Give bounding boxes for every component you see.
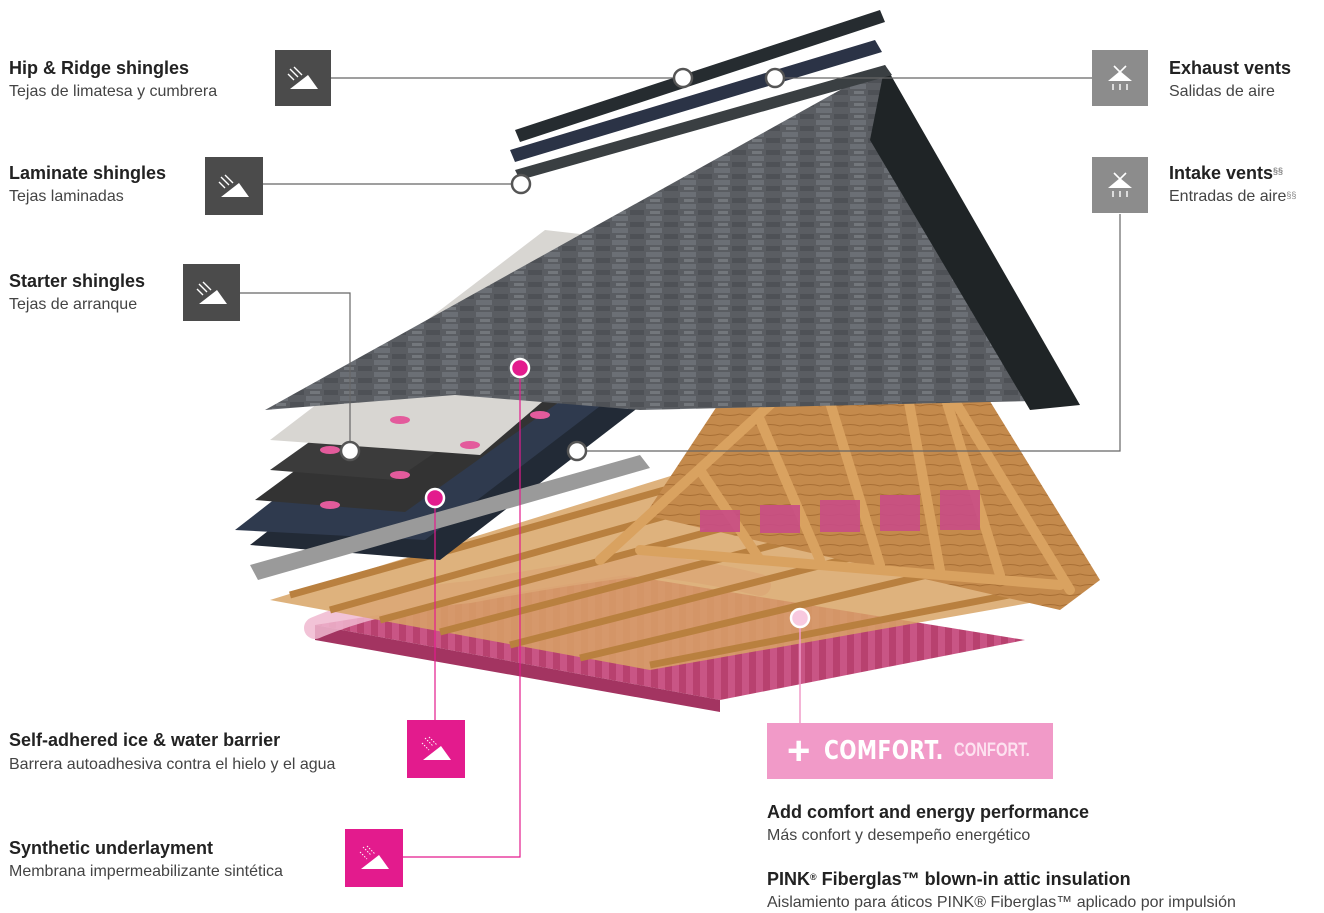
- intake-subtitle: Entradas de aire§§: [1169, 188, 1297, 205]
- ice-water-title: Self-adhered ice & water barrier: [9, 730, 281, 750]
- hip-ridge-title: Hip & Ridge shingles: [9, 58, 190, 78]
- barrier-rain-icon: [407, 720, 465, 778]
- comfort-label-es: CONFORT.: [953, 740, 1030, 761]
- comfort-heading: Add comfort and energy performance: [767, 802, 1090, 822]
- underlayment-title: Synthetic underlayment: [9, 838, 214, 858]
- barrier-rain-icon: [345, 829, 403, 887]
- comfort-heading-es: Más confort y desempeño energético: [767, 827, 1031, 844]
- comfort-banner: + COMFORT. CONFORT.: [767, 723, 1053, 779]
- product-subtitle-es: Aislamiento para áticos PINK® Fiberglas™…: [767, 894, 1236, 911]
- starter-subtitle: Tejas de arranque: [9, 296, 138, 313]
- shingle-wind-icon: [183, 264, 240, 321]
- shingle-wind-icon: [205, 157, 263, 215]
- product-title: PINK® Fiberglas™ blown-in attic insulati…: [767, 869, 1131, 889]
- starter-title: Starter shingles: [9, 271, 146, 291]
- vent-airflow-icon: [1092, 50, 1148, 106]
- exhaust-subtitle: Salidas de aire: [1169, 83, 1275, 100]
- comfort-label: COMFORT.: [824, 736, 945, 766]
- ice-water-subtitle: Barrera autoadhesiva contra el hielo y e…: [9, 756, 336, 773]
- underlayment-subtitle: Membrana impermeabilizante sintética: [9, 863, 283, 880]
- plus-icon: +: [787, 729, 811, 773]
- laminate-title: Laminate shingles: [9, 163, 167, 183]
- intake-title: Intake vents§§: [1169, 163, 1284, 183]
- shingle-wind-icon: [275, 50, 331, 106]
- laminate-subtitle: Tejas laminadas: [9, 188, 124, 205]
- exhaust-title: Exhaust vents: [1169, 58, 1292, 78]
- laminate-shingle-roof: [265, 65, 1075, 410]
- vent-airflow-icon: [1092, 157, 1148, 213]
- hip-ridge-subtitle: Tejas de limatesa y cumbrera: [9, 83, 218, 100]
